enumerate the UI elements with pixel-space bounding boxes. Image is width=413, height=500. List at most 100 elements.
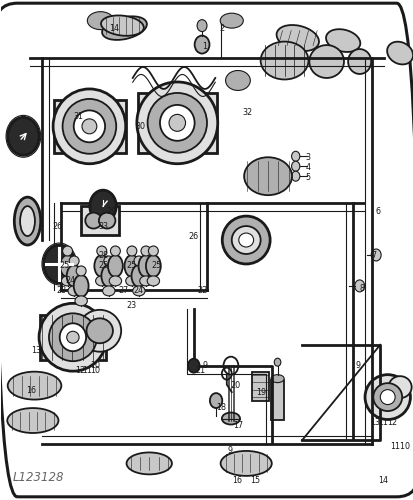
Ellipse shape	[276, 25, 318, 51]
Ellipse shape	[69, 256, 79, 266]
Text: 29: 29	[106, 206, 116, 216]
Ellipse shape	[169, 114, 185, 132]
Bar	[251, 372, 268, 400]
Ellipse shape	[159, 105, 194, 141]
Ellipse shape	[86, 318, 113, 343]
Text: 1110: 1110	[389, 442, 409, 452]
Ellipse shape	[74, 275, 88, 297]
Ellipse shape	[62, 246, 72, 256]
Text: 20: 20	[230, 381, 240, 390]
Circle shape	[291, 171, 299, 181]
Bar	[138, 93, 216, 153]
Text: 11: 11	[82, 366, 92, 375]
Ellipse shape	[94, 255, 109, 277]
Ellipse shape	[231, 226, 260, 254]
Text: 8: 8	[358, 284, 363, 294]
Circle shape	[291, 161, 299, 171]
Text: 17: 17	[233, 421, 242, 430]
Text: 9: 9	[202, 361, 207, 370]
Text: 16: 16	[26, 386, 37, 395]
Ellipse shape	[62, 99, 116, 154]
Text: 26: 26	[52, 222, 62, 230]
Text: 9: 9	[227, 446, 232, 455]
Text: 30: 30	[135, 122, 145, 131]
Bar	[53, 100, 126, 153]
Ellipse shape	[388, 376, 411, 398]
Ellipse shape	[124, 255, 139, 277]
Ellipse shape	[76, 266, 86, 276]
Ellipse shape	[126, 276, 138, 286]
Ellipse shape	[75, 296, 87, 306]
Ellipse shape	[109, 276, 121, 286]
Ellipse shape	[380, 390, 394, 404]
Ellipse shape	[14, 197, 40, 245]
Ellipse shape	[220, 451, 271, 476]
Circle shape	[354, 280, 364, 292]
Text: 7: 7	[370, 252, 376, 260]
Text: 18: 18	[216, 402, 226, 411]
Ellipse shape	[20, 206, 35, 236]
Ellipse shape	[7, 408, 58, 433]
Text: L123128: L123128	[13, 472, 64, 484]
Ellipse shape	[141, 246, 150, 256]
Text: 5: 5	[305, 173, 310, 182]
Text: 25: 25	[97, 262, 108, 270]
Ellipse shape	[39, 304, 107, 371]
Ellipse shape	[131, 265, 146, 287]
Circle shape	[194, 36, 209, 54]
Ellipse shape	[134, 256, 144, 266]
Circle shape	[197, 20, 206, 32]
Ellipse shape	[66, 332, 79, 343]
Text: 24: 24	[65, 276, 75, 285]
Text: 14: 14	[109, 24, 119, 32]
Text: 9: 9	[354, 361, 359, 370]
Circle shape	[273, 358, 280, 366]
Ellipse shape	[244, 158, 291, 195]
Ellipse shape	[137, 82, 217, 164]
Text: 12: 12	[75, 366, 85, 375]
Ellipse shape	[221, 412, 240, 424]
Circle shape	[43, 245, 75, 283]
Text: 33: 33	[98, 222, 108, 230]
Ellipse shape	[347, 49, 370, 74]
Ellipse shape	[97, 246, 107, 256]
Text: 11: 11	[377, 418, 388, 426]
Ellipse shape	[108, 255, 123, 277]
Ellipse shape	[238, 233, 253, 247]
Text: 23: 23	[126, 302, 137, 310]
Text: 24: 24	[133, 286, 144, 296]
Ellipse shape	[386, 42, 412, 64]
Circle shape	[291, 152, 299, 161]
Ellipse shape	[270, 374, 283, 382]
Ellipse shape	[85, 212, 102, 228]
Text: 23: 23	[57, 286, 66, 296]
Ellipse shape	[127, 246, 137, 256]
Ellipse shape	[364, 374, 409, 420]
Circle shape	[188, 358, 199, 372]
Bar	[81, 206, 119, 235]
Ellipse shape	[110, 246, 120, 256]
Text: 31: 31	[73, 112, 83, 121]
Text: 1: 1	[202, 42, 207, 51]
Text: 10: 10	[90, 361, 100, 370]
Circle shape	[209, 393, 222, 408]
Ellipse shape	[102, 286, 115, 296]
Ellipse shape	[60, 255, 75, 277]
Ellipse shape	[87, 12, 114, 30]
Ellipse shape	[133, 286, 145, 296]
Ellipse shape	[53, 89, 126, 164]
Ellipse shape	[66, 265, 81, 287]
Circle shape	[74, 110, 84, 122]
Ellipse shape	[82, 119, 97, 134]
Ellipse shape	[147, 93, 206, 153]
Ellipse shape	[102, 16, 147, 40]
Circle shape	[8, 118, 39, 156]
Ellipse shape	[68, 286, 80, 296]
Ellipse shape	[148, 246, 158, 256]
Text: 19: 19	[256, 388, 266, 396]
Text: 10: 10	[90, 366, 100, 375]
Ellipse shape	[99, 212, 115, 228]
Ellipse shape	[59, 324, 86, 351]
Text: 6: 6	[375, 206, 380, 216]
Ellipse shape	[8, 372, 61, 400]
